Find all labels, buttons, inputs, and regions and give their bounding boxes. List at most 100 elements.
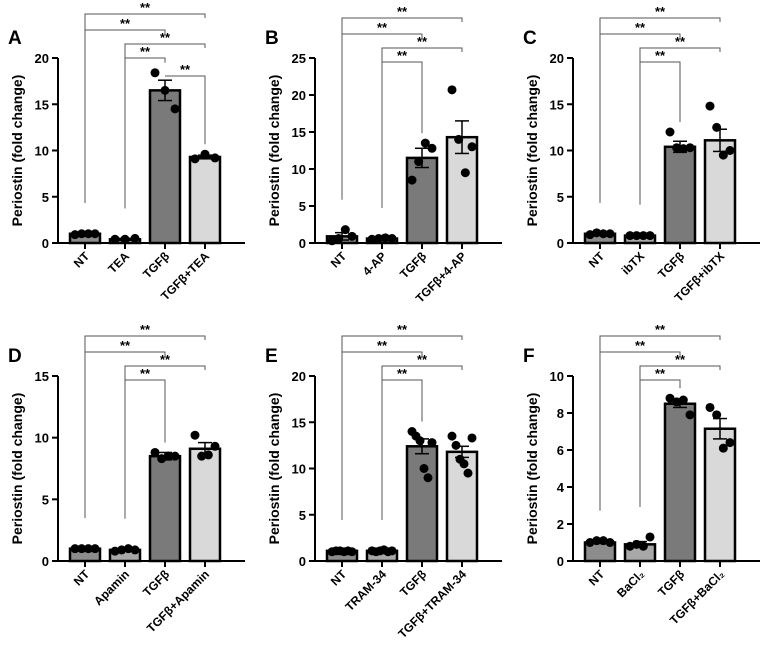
- y-tick-label: 5: [42, 190, 49, 205]
- y-tick-label: 20: [292, 88, 306, 103]
- significance-bracket: [599, 17, 721, 203]
- x-tick-label: NT: [586, 249, 608, 271]
- significance-label: **: [377, 20, 388, 35]
- significance-label: **: [397, 322, 408, 337]
- significance-label: **: [160, 30, 171, 45]
- data-point: [427, 438, 437, 448]
- significance-bracket: [341, 335, 463, 520]
- data-point: [210, 441, 220, 451]
- significance-label: **: [120, 338, 131, 353]
- x-tick-label: TEA: [105, 249, 132, 276]
- y-axis-label: Periostin (fold change): [524, 75, 540, 227]
- significance-label: **: [377, 338, 388, 353]
- significance-label: **: [417, 352, 428, 367]
- panel-b: B Periostin (fold change) 0 5 10 15 20 25 NT 4-AP…: [265, 4, 502, 306]
- significance-bracket: [381, 379, 423, 520]
- significance-label: **: [675, 352, 686, 367]
- data-point: [678, 395, 688, 405]
- data-point: [463, 468, 473, 478]
- x-tick-label: NT: [586, 567, 608, 589]
- y-tick-label: 5: [42, 492, 49, 507]
- x-tick-label: BaCl₂: [614, 567, 647, 600]
- significance-bracket: [341, 351, 423, 520]
- panel-c: C Periostin (fold change) 0 5 10 15 20 NT ibTX TG…: [523, 4, 760, 305]
- bar-3: [188, 155, 222, 245]
- data-point: [678, 144, 688, 154]
- data-point: [459, 459, 469, 469]
- y-axis-label: Periostin (fold change): [266, 75, 282, 227]
- y-tick-label: 15: [35, 97, 49, 112]
- y-tick-label: 2: [557, 517, 564, 532]
- significance-bracket: [84, 351, 166, 519]
- data-point: [170, 451, 180, 461]
- data-point: [200, 149, 210, 159]
- y-tick-label: 10: [35, 144, 49, 159]
- data-point: [415, 436, 425, 446]
- y-tick-label: 0: [557, 236, 564, 251]
- data-point: [70, 544, 80, 554]
- x-tick-label: NT: [71, 249, 93, 271]
- significance-bracket: [599, 33, 681, 203]
- data-point: [110, 546, 120, 556]
- significance-label: **: [635, 20, 646, 35]
- panel-label: F: [523, 346, 535, 367]
- significance-label: **: [635, 338, 646, 353]
- data-point: [423, 473, 433, 483]
- data-point: [110, 234, 120, 244]
- y-axis-label: Periostin (fold change): [524, 393, 540, 545]
- y-tick-label: 10: [292, 462, 306, 477]
- data-point: [718, 443, 728, 453]
- data-point: [387, 234, 397, 244]
- data-point: [665, 127, 675, 137]
- data-point: [725, 146, 735, 155]
- significance-bracket: [599, 351, 681, 511]
- data-point: [163, 451, 173, 461]
- significance-label: **: [120, 16, 131, 31]
- significance-bracket: [165, 75, 206, 145]
- data-point: [190, 430, 200, 440]
- x-tick-label: TGFβ: [655, 567, 687, 599]
- y-tick-label: 15: [550, 97, 564, 112]
- data-point: [120, 234, 130, 244]
- data-point: [645, 532, 655, 542]
- panel-label: C: [523, 28, 537, 49]
- y-tick-label: 8: [557, 406, 564, 421]
- significance-bracket: [381, 61, 423, 208]
- bar-3: [188, 447, 222, 563]
- x-tick-label: TGFβ+TRAM-34: [395, 567, 469, 641]
- data-point: [447, 85, 457, 95]
- x-tick-label: Apamin: [91, 567, 132, 608]
- panel-e: E Periostin (fold change) 0 5 10 15 20 NTTRAM-3…: [265, 322, 502, 641]
- x-tick-label: TGFβ: [140, 249, 172, 281]
- y-tick-label: 25: [292, 51, 306, 66]
- data-point: [420, 138, 430, 148]
- data-point: [638, 541, 648, 551]
- data-point: [90, 544, 100, 554]
- data-point: [150, 447, 160, 457]
- y-tick-label: 10: [292, 162, 306, 177]
- bar-2: [405, 445, 439, 563]
- data-point: [367, 234, 377, 244]
- data-point: [592, 228, 602, 238]
- data-point: [160, 85, 170, 95]
- panel-label: E: [265, 346, 278, 367]
- data-point: [374, 234, 384, 244]
- x-tick-label: ibTX: [619, 249, 647, 277]
- significance-bracket: [124, 379, 166, 519]
- significance-label: **: [160, 352, 171, 367]
- panel-f: F Periostin (fold change) 0 2 4 6 8 10 NT BaCl₂ TG…: [523, 322, 760, 627]
- data-point: [592, 536, 602, 546]
- x-tick-label: TGFβ: [397, 567, 429, 599]
- data-point: [197, 451, 207, 461]
- data-point: [725, 438, 735, 448]
- significance-label: **: [140, 0, 151, 15]
- data-point: [414, 157, 424, 167]
- significance-label: **: [140, 44, 151, 59]
- x-tick-label: 4-AP: [360, 249, 389, 278]
- bar-2: [663, 145, 697, 245]
- data-point: [705, 101, 715, 111]
- y-tick-label: 6: [557, 443, 564, 458]
- data-point: [123, 544, 133, 554]
- significance-label: **: [655, 48, 666, 63]
